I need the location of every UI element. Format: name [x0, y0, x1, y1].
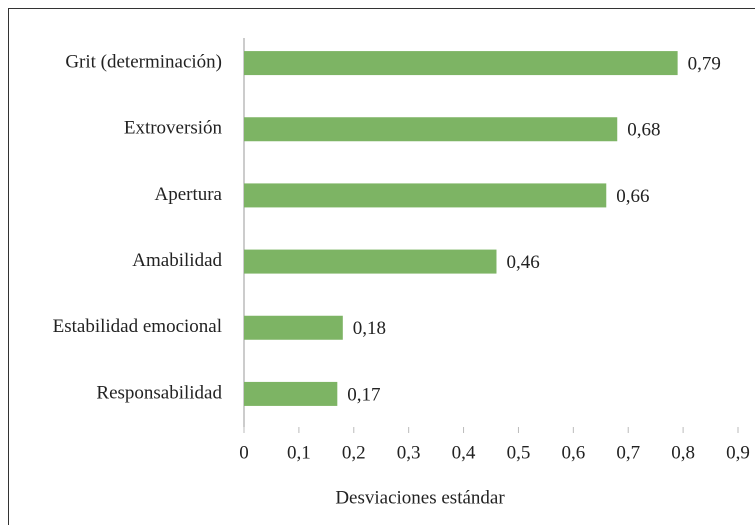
x-tick-label: 0,4	[452, 442, 476, 463]
x-tick-label: 0	[239, 442, 249, 463]
bar	[244, 381, 338, 406]
value-label: 0,46	[506, 252, 539, 273]
bar	[244, 51, 678, 76]
value-label: 0,17	[347, 384, 380, 405]
x-tick-label: 0,6	[561, 442, 585, 463]
value-label: 0,66	[616, 186, 649, 207]
x-tick-label: 0,5	[507, 442, 531, 463]
value-label: 0,68	[627, 120, 660, 141]
x-tick-label: 0,2	[342, 442, 366, 463]
y-tick-label: Extroversión	[124, 118, 223, 139]
x-tick-label: 0,7	[616, 442, 640, 463]
y-tick-label: Responsabilidad	[96, 382, 222, 403]
y-tick-label: Grit (determinación)	[65, 51, 222, 72]
value-label: 0,79	[688, 53, 721, 74]
x-tick-label: 0,3	[397, 442, 421, 463]
x-tick-label: 0,8	[671, 442, 695, 463]
bar	[244, 117, 618, 142]
bar	[244, 249, 497, 274]
y-tick-label: Estabilidad emocional	[53, 316, 222, 337]
x-axis-title: Desviaciones estándar	[335, 487, 505, 508]
y-tick-label: Amabilidad	[132, 250, 222, 271]
bar	[244, 315, 343, 340]
value-label: 0,18	[353, 318, 386, 339]
bar	[244, 183, 607, 208]
x-tick-label: 0,1	[287, 442, 311, 463]
y-tick-label: Apertura	[154, 184, 222, 205]
x-tick-label: 0,9	[726, 442, 750, 463]
